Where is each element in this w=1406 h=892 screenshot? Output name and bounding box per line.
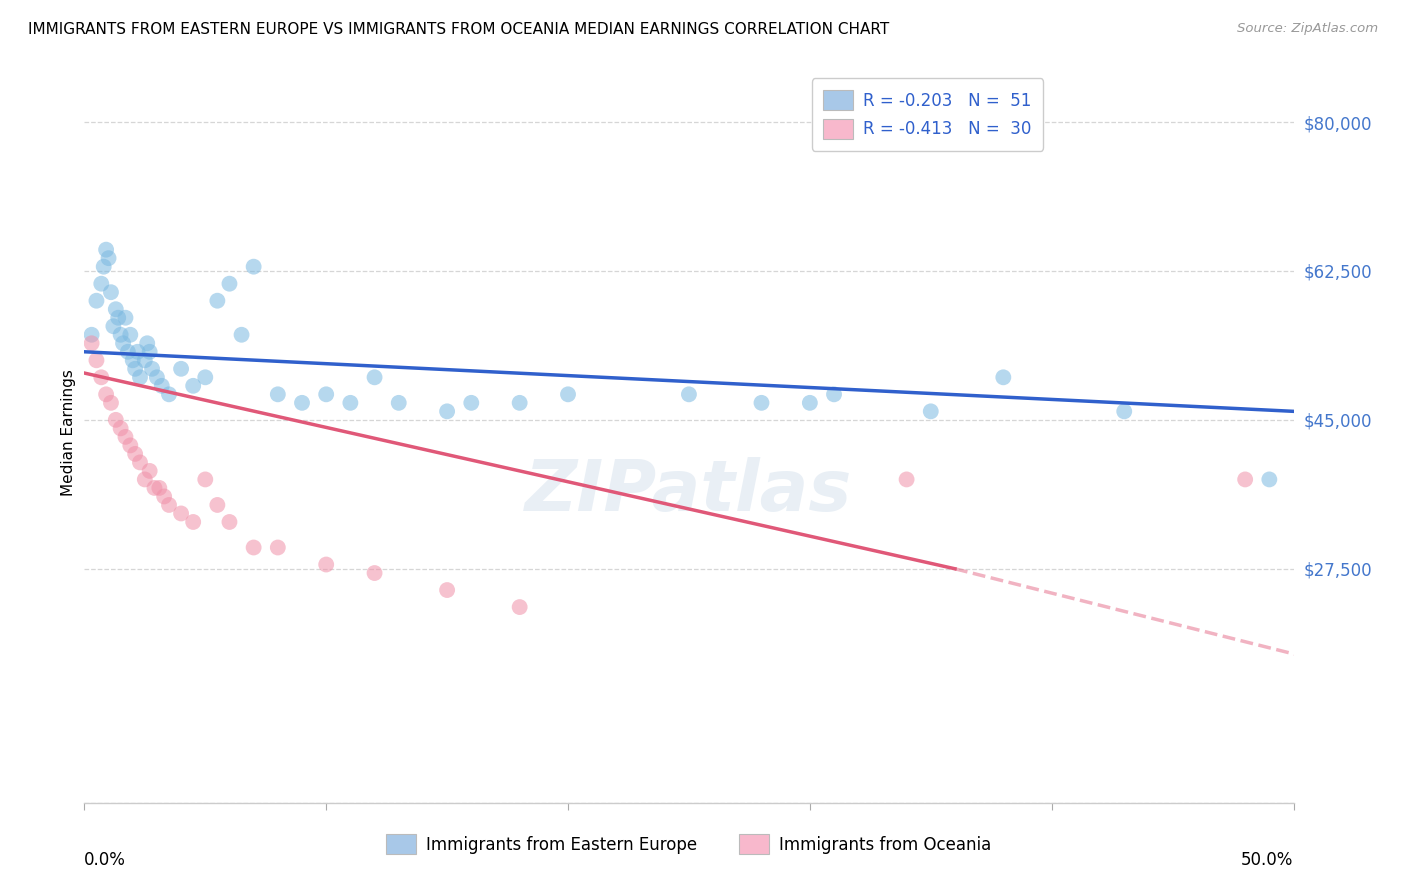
Point — [363, 566, 385, 580]
Point — [363, 370, 385, 384]
Point — [181, 515, 204, 529]
Point — [460, 396, 482, 410]
Point — [678, 387, 700, 401]
Point — [94, 387, 117, 401]
Point — [218, 515, 240, 529]
Point — [120, 327, 142, 342]
Point — [127, 344, 149, 359]
Point — [436, 404, 458, 418]
Point — [896, 472, 918, 486]
Y-axis label: Median Earnings: Median Earnings — [60, 369, 76, 496]
Point — [121, 353, 143, 368]
Point — [112, 336, 135, 351]
Point — [194, 370, 217, 384]
Point — [80, 336, 103, 351]
Point — [97, 251, 120, 265]
Point — [242, 541, 264, 555]
Point — [170, 361, 193, 376]
Point — [143, 481, 166, 495]
Point — [1258, 472, 1281, 486]
Point — [120, 438, 142, 452]
Point — [436, 582, 458, 597]
Point — [799, 396, 821, 410]
Point — [388, 396, 411, 410]
Point — [134, 353, 156, 368]
Legend: Immigrants from Eastern Europe, Immigrants from Oceania: Immigrants from Eastern Europe, Immigran… — [380, 828, 998, 861]
Point — [823, 387, 845, 401]
Point — [218, 277, 240, 291]
Text: ZIPatlas: ZIPatlas — [526, 458, 852, 526]
Point — [124, 447, 146, 461]
Point — [86, 353, 108, 368]
Point — [242, 260, 264, 274]
Text: IMMIGRANTS FROM EASTERN EUROPE VS IMMIGRANTS FROM OCEANIA MEDIAN EARNINGS CORREL: IMMIGRANTS FROM EASTERN EUROPE VS IMMIGR… — [28, 22, 890, 37]
Point — [920, 404, 942, 418]
Point — [557, 387, 579, 401]
Point — [138, 464, 160, 478]
Point — [231, 327, 253, 342]
Point — [170, 507, 193, 521]
Point — [90, 277, 112, 291]
Text: 50.0%: 50.0% — [1241, 851, 1294, 869]
Point — [291, 396, 314, 410]
Point — [157, 498, 180, 512]
Point — [509, 600, 531, 615]
Point — [181, 379, 204, 393]
Text: Source: ZipAtlas.com: Source: ZipAtlas.com — [1237, 22, 1378, 36]
Point — [124, 361, 146, 376]
Point — [134, 472, 156, 486]
Point — [150, 379, 173, 393]
Point — [110, 421, 132, 435]
Point — [138, 344, 160, 359]
Point — [80, 327, 103, 342]
Point — [315, 558, 337, 572]
Point — [207, 293, 229, 308]
Point — [110, 327, 132, 342]
Point — [267, 387, 290, 401]
Point — [107, 310, 129, 325]
Point — [1114, 404, 1136, 418]
Point — [146, 370, 169, 384]
Point — [141, 361, 163, 376]
Point — [339, 396, 361, 410]
Point — [129, 370, 152, 384]
Point — [207, 498, 229, 512]
Point — [315, 387, 337, 401]
Point — [117, 344, 139, 359]
Point — [136, 336, 159, 351]
Point — [100, 285, 122, 300]
Point — [90, 370, 112, 384]
Point — [114, 310, 136, 325]
Point — [104, 413, 127, 427]
Point — [751, 396, 773, 410]
Text: 0.0%: 0.0% — [84, 851, 127, 869]
Point — [100, 396, 122, 410]
Point — [509, 396, 531, 410]
Point — [157, 387, 180, 401]
Point — [86, 293, 108, 308]
Point — [103, 319, 125, 334]
Point — [129, 455, 152, 469]
Point — [94, 243, 117, 257]
Point — [104, 302, 127, 317]
Point — [1234, 472, 1257, 486]
Point — [153, 490, 176, 504]
Point — [148, 481, 170, 495]
Point — [267, 541, 290, 555]
Point — [993, 370, 1015, 384]
Point — [114, 430, 136, 444]
Point — [93, 260, 115, 274]
Point — [194, 472, 217, 486]
